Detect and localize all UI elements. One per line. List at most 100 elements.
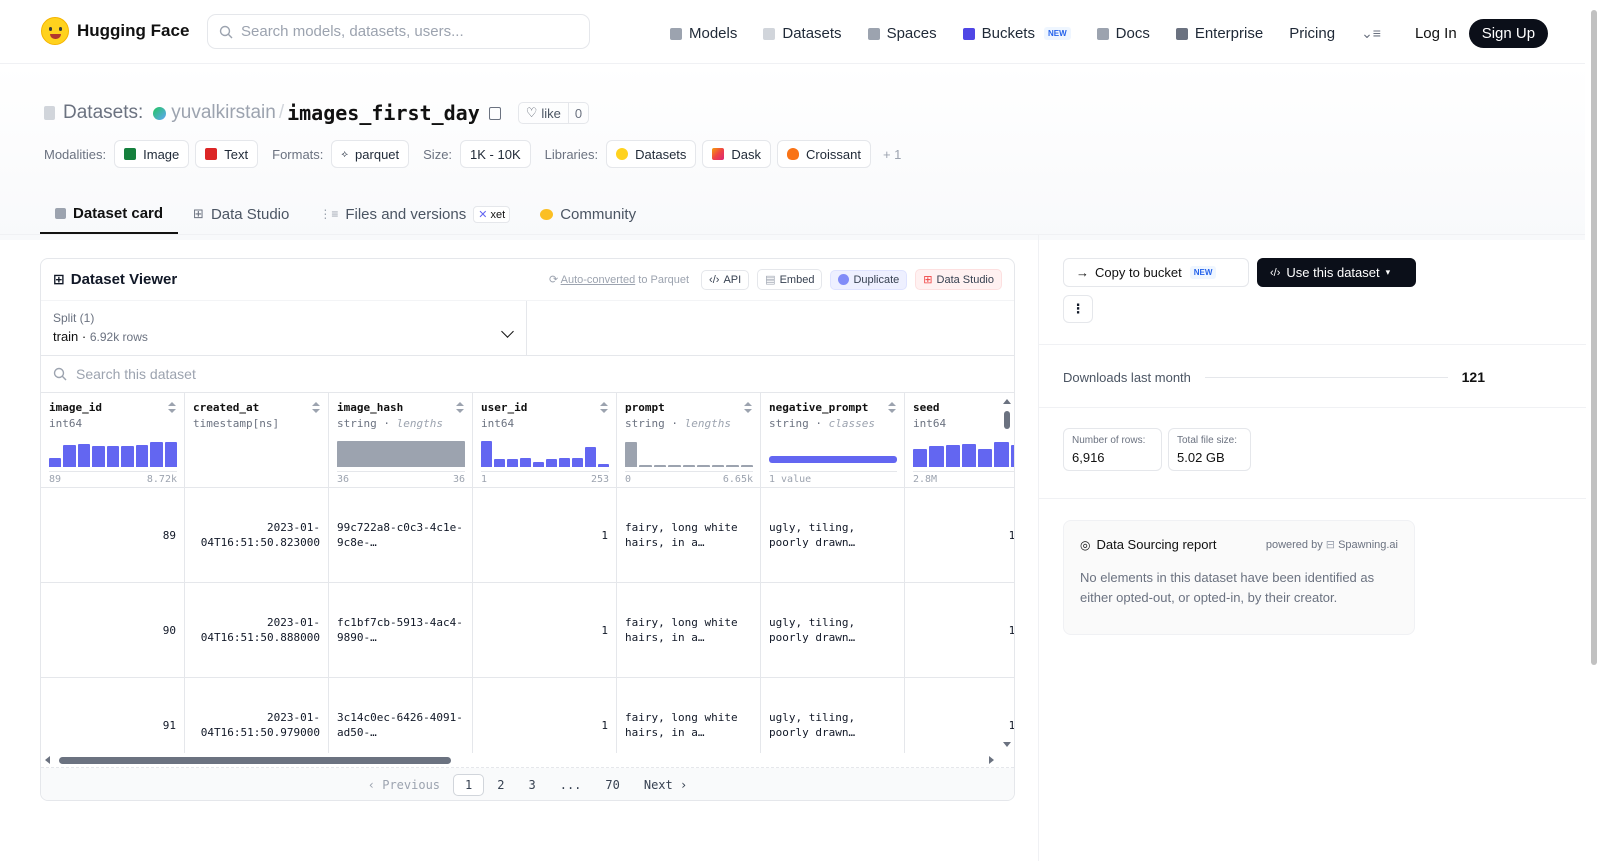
split-selector[interactable]: Split (1) train · 6.92k rows	[41, 301, 1014, 356]
table-cell[interactable]: 89	[41, 488, 184, 583]
column-image_hash: image_hash string · lengths 36 36 99c722a8-c…	[329, 393, 473, 753]
page-button[interactable]: 70	[605, 778, 620, 792]
column-header[interactable]: created_at timestamp[ns]	[185, 393, 328, 488]
embed-button[interactable]: ▤ Embed	[757, 269, 823, 290]
table-cell[interactable]: 1	[473, 488, 616, 583]
sort-icon[interactable]	[888, 402, 896, 414]
column-histogram[interactable]	[769, 441, 897, 467]
tag-size[interactable]: 1K - 10K	[460, 140, 531, 168]
table-cell[interactable]: 2023-01-04T16:51:50.888000	[185, 583, 328, 678]
page-button[interactable]: 3	[528, 778, 536, 792]
page-scrollbar[interactable]	[1588, 0, 1600, 861]
table-cell[interactable]: 1,404,4	[905, 583, 1014, 678]
column-histogram[interactable]	[337, 441, 465, 467]
table-cell[interactable]: 1	[473, 678, 616, 753]
column-histogram[interactable]	[913, 441, 1014, 467]
table-cell[interactable]: fc1bf7cb-5913-4ac4-9890-…	[329, 583, 472, 678]
table-cell[interactable]: ugly, tiling, poorly drawn…	[761, 678, 904, 753]
nav-spaces[interactable]: Spaces	[867, 21, 937, 47]
signup-button[interactable]: Sign Up	[1468, 19, 1549, 48]
sort-icon[interactable]	[456, 402, 464, 414]
column-header[interactable]: seed int64 2.8M	[905, 393, 1014, 488]
repo-name[interactable]: images_first_day	[287, 101, 480, 125]
table-cell[interactable]: fairy, long white hairs, in a…	[617, 583, 760, 678]
more-options-button[interactable]: ⋮	[1063, 295, 1093, 323]
vertical-scrollbar[interactable]	[1002, 393, 1012, 753]
table-cell[interactable]: 99c722a8-c0c3-4c1e-9c8e-…	[329, 488, 472, 583]
pagination: ‹ Previous 1 2 3 ... 70 Next ›	[41, 768, 1014, 800]
nav-models[interactable]: Models	[670, 21, 737, 47]
column-header[interactable]: image_id int64 89 8.72k	[41, 393, 184, 488]
page-button[interactable]: 1	[453, 774, 485, 796]
api-button[interactable]: ‹/› API	[701, 269, 750, 290]
histogram-bar	[106, 446, 120, 467]
column-header[interactable]: user_id int64 1 253	[473, 393, 616, 488]
horizontal-scrollbar[interactable]	[41, 753, 1014, 768]
auto-converted-link[interactable]: Auto-converted	[560, 274, 636, 286]
sort-icon[interactable]	[600, 402, 608, 414]
global-search[interactable]	[207, 14, 590, 49]
nav-buckets[interactable]: Buckets NEW	[962, 21, 1071, 47]
column-header[interactable]: image_hash string · lengths 36 36	[329, 393, 472, 488]
nav-datasets[interactable]: Datasets	[763, 21, 842, 47]
cell-value: 1	[601, 528, 608, 542]
table-cell[interactable]: 3c14c0ec-6426-4091-ad50-…	[329, 678, 472, 753]
nav-enterprise[interactable]: Enterprise	[1175, 21, 1263, 47]
tag-library-datasets[interactable]: Datasets	[606, 140, 697, 168]
table-cell[interactable]: 90	[41, 583, 184, 678]
tag-library-dask[interactable]: Dask	[702, 140, 772, 168]
column-histogram[interactable]	[481, 441, 609, 467]
dataset-search[interactable]	[41, 356, 1014, 393]
column-header[interactable]: negative_prompt string · classes 1 value	[761, 393, 904, 488]
column-histogram[interactable]	[625, 441, 753, 467]
histogram-bar	[121, 446, 134, 467]
sort-icon[interactable]	[168, 402, 176, 414]
menu-icon[interactable]: ⌄≡	[1361, 25, 1381, 41]
nav-docs[interactable]: Docs	[1096, 21, 1150, 47]
repo-owner[interactable]: yuvalkirstain	[153, 102, 276, 124]
previous-page-button[interactable]: ‹ Previous	[367, 778, 441, 792]
more-libraries[interactable]: + 1	[882, 146, 902, 162]
tag-modality-text[interactable]: Text	[195, 140, 259, 168]
powered-by-name[interactable]: Spawning.ai	[1338, 539, 1398, 551]
new-badge: NEW	[1189, 266, 1217, 279]
copy-icon[interactable]	[488, 106, 501, 120]
tag-format-parquet[interactable]: ⟡ parquet	[331, 140, 410, 168]
table-cell[interactable]: 1	[473, 583, 616, 678]
tag-modality-image[interactable]: Image	[114, 140, 190, 168]
table-cell[interactable]: fairy, long white hairs, in a…	[617, 678, 760, 753]
table-cell[interactable]: 2023-01-04T16:51:50.823000	[185, 488, 328, 583]
sort-icon[interactable]	[312, 402, 320, 414]
dataset-search-input[interactable]	[76, 366, 476, 382]
table-cell[interactable]: fairy, long white hairs, in a…	[617, 488, 760, 583]
duplicate-button[interactable]: Duplicate	[830, 269, 908, 290]
nav-label: Docs	[1115, 25, 1150, 42]
tag-library-croissant[interactable]: Croissant	[777, 140, 871, 168]
sort-icon[interactable]	[744, 402, 752, 414]
nav-pricing[interactable]: Pricing	[1289, 21, 1335, 47]
data-studio-button[interactable]: ⊞ Data Studio	[915, 269, 1002, 290]
auto-converted-note[interactable]: ⟳ Auto-converted to Parquet	[549, 273, 689, 286]
table-cell[interactable]: 2023-01-04T16:51:50.979000	[185, 678, 328, 753]
like-button[interactable]: ♡ like 0	[517, 102, 590, 124]
login-link[interactable]: Log In	[1414, 25, 1457, 42]
repo-type-label[interactable]: Datasets:	[63, 102, 144, 123]
use-dataset-button[interactable]: ‹/› Use this dataset ▾	[1257, 258, 1416, 287]
repo-tabs: Dataset card ⊞ Data Studio ⋮≡ Files and ve…	[40, 194, 651, 235]
table-cell[interactable]: 1,404,4	[905, 488, 1014, 583]
column-header[interactable]: prompt string · lengths 0 6.65k	[617, 393, 760, 488]
table-cell[interactable]: 1,404,4	[905, 678, 1014, 753]
tab-files-versions[interactable]: ⋮≡ Files and versions ✕ xet	[304, 194, 525, 234]
tab-dataset-card[interactable]: Dataset card	[40, 194, 179, 234]
table-cell[interactable]: ugly, tiling, poorly drawn…	[761, 583, 904, 678]
copy-to-bucket-button[interactable]: → Copy to bucket NEW	[1063, 258, 1249, 287]
table-cell[interactable]: 91	[41, 678, 184, 753]
next-page-button[interactable]: Next ›	[643, 778, 688, 792]
tab-data-studio[interactable]: ⊞ Data Studio	[178, 194, 304, 234]
column-histogram[interactable]	[49, 441, 177, 467]
page-button[interactable]: 2	[497, 778, 505, 792]
brand[interactable]: Hugging Face	[41, 17, 189, 45]
tab-community[interactable]: Community	[525, 194, 651, 234]
global-search-input[interactable]	[241, 23, 571, 40]
table-cell[interactable]: ugly, tiling, poorly drawn…	[761, 488, 904, 583]
